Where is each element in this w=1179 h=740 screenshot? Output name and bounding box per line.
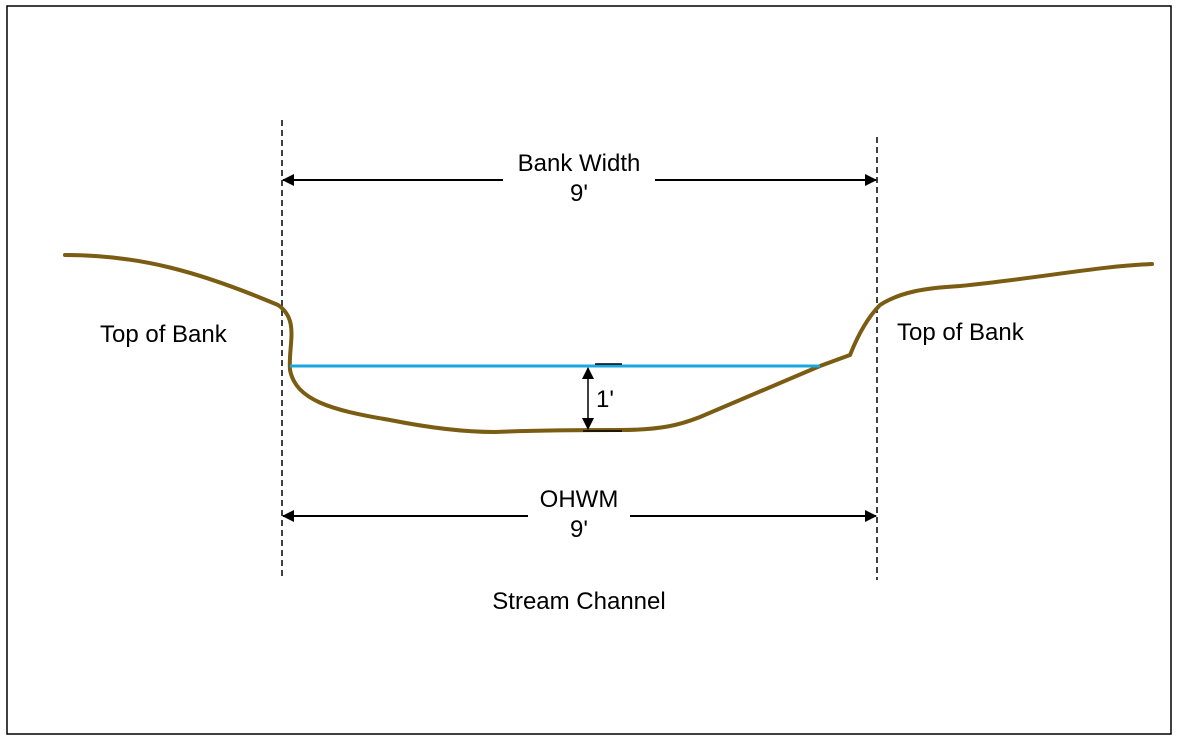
stream-channel-caption: Stream Channel	[492, 588, 665, 615]
bank-width-value: 9'	[570, 180, 588, 207]
top-of-bank-right-label: Top of Bank	[897, 319, 1025, 346]
bank-width-label: Bank Width	[518, 150, 641, 177]
top-of-bank-left-label: Top of Bank	[100, 321, 228, 348]
depth-value: 1'	[596, 386, 614, 413]
diagram-frame	[6, 5, 1172, 735]
bank-profile-left	[63, 253, 1154, 434]
ohwm-label: OHWM	[540, 486, 619, 513]
ohwm-value: 9'	[570, 516, 588, 543]
